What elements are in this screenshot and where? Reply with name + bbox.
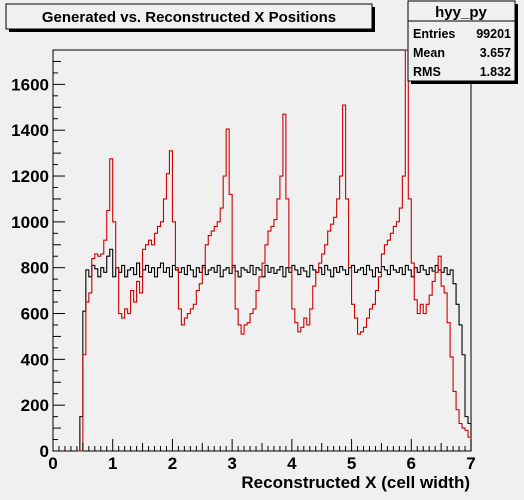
x-tick-label: 5 — [347, 454, 356, 473]
stats-mean-label: Mean — [413, 46, 445, 60]
x-axis: 0 1 2 3 4 5 6 7 — [48, 439, 476, 473]
title-box: Generated vs. Reconstructed X Positions — [5, 3, 375, 32]
x-tick-label: 2 — [168, 454, 177, 473]
y-tick-label: 800 — [21, 259, 49, 278]
y-tick-label: 1400 — [11, 121, 49, 140]
stats-box-frame — [407, 0, 516, 82]
stats-entries-label: Entries — [413, 27, 455, 41]
y-tick-label: 400 — [21, 350, 49, 369]
y-tick-label: 1600 — [11, 75, 49, 94]
y-tick-label: 600 — [21, 305, 49, 324]
stats-rms-label: RMS — [413, 65, 441, 79]
series-layer — [76, 49, 472, 452]
x-tick-label: 6 — [407, 454, 416, 473]
title-box-frame — [5, 3, 373, 30]
stats-box: hyy_py Entries 99201 Mean 3.657 RMS 1.83… — [407, 0, 518, 84]
x-tick-label: 0 — [48, 454, 57, 473]
plot-frame — [52, 49, 472, 452]
stats-mean-value: 3.657 — [480, 46, 511, 60]
y-axis: 0 200 400 600 800 1000 1200 1400 1600 — [11, 49, 65, 461]
x-tick-label: 1 — [108, 454, 117, 473]
stats-entries-value: 99201 — [476, 27, 511, 41]
stats-histogram-name: hyy_py — [435, 4, 487, 21]
histogram-series-red — [76, 49, 472, 452]
chart-title: Generated vs. Reconstructed X Positions — [42, 9, 336, 26]
x-tick-label: 3 — [227, 454, 236, 473]
y-tick-label: 1000 — [11, 213, 49, 232]
y-tick-label: 200 — [21, 396, 49, 415]
y-tick-label: 0 — [40, 442, 49, 461]
y-tick-label: 1200 — [11, 167, 49, 186]
x-tick-label: 7 — [466, 454, 475, 473]
x-axis-title: Reconstructed X (cell width) — [241, 473, 470, 492]
stats-rms-value: 1.832 — [480, 65, 511, 79]
x-tick-label: 4 — [287, 454, 297, 473]
